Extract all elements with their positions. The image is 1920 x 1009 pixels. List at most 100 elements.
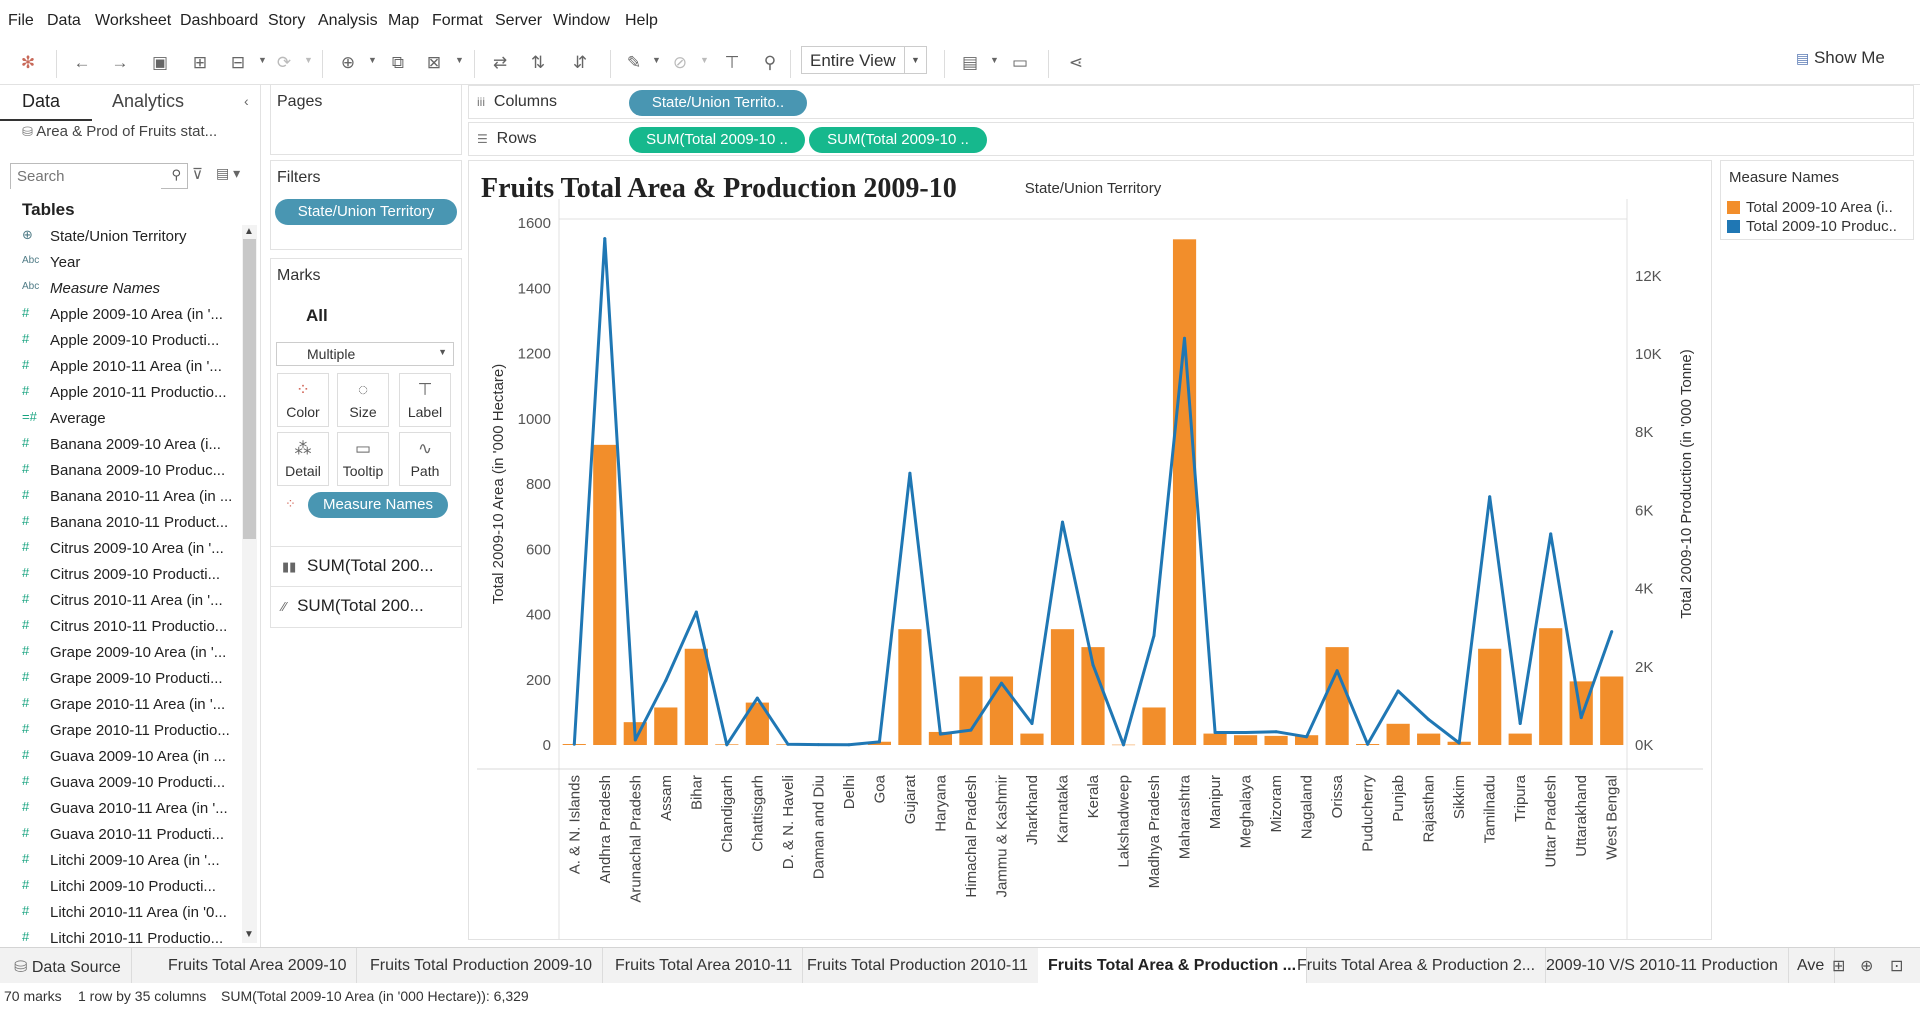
field-item[interactable]: # Guava 2010-11 Producti... — [0, 823, 240, 849]
collapse-pane-icon[interactable]: ‹ — [244, 93, 249, 109]
menu-help[interactable]: Help — [625, 12, 658, 29]
filter-pill-state[interactable]: State/Union Territory — [275, 199, 457, 225]
sort-descending-icon[interactable]: ⇵ — [572, 53, 588, 72]
menu-data[interactable]: Data — [47, 12, 81, 29]
sheet-tab[interactable]: Ave — [1787, 948, 1836, 983]
highlight-icon[interactable]: ✎ — [626, 53, 642, 72]
scrollbar-thumb[interactable] — [243, 239, 256, 539]
show-cards-icon[interactable]: ▤ — [961, 53, 979, 72]
filter-icon[interactable]: ⊽ — [192, 166, 203, 183]
data-source-tab[interactable]: ⛁ Data Source — [4, 948, 132, 983]
field-item[interactable]: # Litchi 2010-11 Productio... — [0, 927, 240, 943]
field-item[interactable]: # Citrus 2010-11 Area (in '... — [0, 589, 240, 615]
columns-pill-state[interactable]: State/Union Territo.. — [629, 90, 807, 116]
menu-window[interactable]: Window — [553, 12, 610, 29]
measure-names-pill[interactable]: Measure Names — [308, 492, 448, 518]
chevron-down-icon[interactable]: ▼ — [652, 55, 661, 65]
filters-card[interactable]: Filters State/Union Territory — [270, 160, 462, 250]
mark-type-dropdown[interactable]: Multiple ▼ — [276, 342, 454, 366]
field-item[interactable]: # Apple 2009-10 Producti... — [0, 329, 240, 355]
scroll-down-icon[interactable]: ▼ — [244, 929, 254, 940]
search-icon[interactable]: ⚲ — [171, 167, 181, 182]
field-item[interactable]: # Guava 2010-11 Area (in '... — [0, 797, 240, 823]
share-icon[interactable]: ⋖ — [1068, 53, 1084, 72]
fit-select[interactable]: Entire View ▼ — [801, 46, 927, 74]
sheet-tab[interactable]: Fruits Total Area 2010-11 — [605, 948, 804, 983]
menu-dashboard[interactable]: Dashboard — [180, 12, 259, 29]
menu-analysis[interactable]: Analysis — [318, 12, 378, 29]
field-item[interactable]: # Litchi 2009-10 Area (in '... — [0, 849, 240, 875]
duplicate-sheet-icon[interactable]: ⧉ — [391, 53, 405, 72]
marks-measure-1[interactable]: ▮▮ SUM(Total 200... — [276, 550, 456, 584]
chevron-down-icon[interactable]: ▼ — [368, 55, 377, 65]
presentation-mode-icon[interactable]: ▭ — [1011, 53, 1029, 72]
field-item[interactable]: # Banana 2010-11 Product... — [0, 511, 240, 537]
tableau-logo-icon[interactable]: ✻ — [20, 53, 36, 72]
chevron-down-icon[interactable]: ▼ — [304, 55, 313, 65]
field-item[interactable]: # Guava 2009-10 Area (in ... — [0, 745, 240, 771]
rows-pill-production[interactable]: SUM(Total 2009-10 .. — [809, 127, 987, 153]
sheet-tab[interactable]: Fruits Total Production 2010-11 — [797, 948, 1039, 983]
rows-pill-area[interactable]: SUM(Total 2009-10 .. — [629, 127, 805, 153]
tooltip-button[interactable]: ▭ Tooltip — [337, 432, 389, 486]
field-item[interactable]: # Grape 2010-11 Productio... — [0, 719, 240, 745]
clear-sheet-icon[interactable]: ⊠ — [426, 53, 442, 72]
chevron-down-icon[interactable]: ▼ — [258, 55, 267, 65]
sheet-tab[interactable]: 2009-10 V/S 2010-11 Production — [1536, 948, 1789, 983]
field-item[interactable]: # Citrus 2010-11 Productio... — [0, 615, 240, 641]
sheet-tab[interactable]: Fruits Total Production 2009-10 — [360, 948, 604, 983]
refresh-icon[interactable]: ⟳ — [276, 53, 292, 72]
scroll-up-icon[interactable]: ▲ — [244, 226, 254, 237]
save-icon[interactable]: ▣ — [151, 53, 169, 72]
color-button[interactable]: ⁘ Color — [277, 373, 329, 427]
new-worksheet-icon[interactable]: ⊕ — [1860, 958, 1874, 975]
field-item[interactable]: =# Average — [0, 407, 240, 433]
undo-icon[interactable]: ← — [73, 53, 91, 72]
menu-server[interactable]: Server — [495, 12, 543, 29]
tab-analytics[interactable]: Analytics — [112, 91, 185, 111]
pause-updates-icon[interactable]: ⊟ — [230, 53, 246, 72]
chevron-down-icon[interactable]: ▼ — [904, 47, 926, 73]
tab-data[interactable]: Data — [0, 91, 92, 121]
menu-file[interactable]: File — [8, 12, 34, 29]
label-button[interactable]: ⊤ Label — [399, 373, 451, 427]
field-item[interactable]: # Grape 2009-10 Area (in '... — [0, 641, 240, 667]
field-item[interactable]: # Grape 2009-10 Producti... — [0, 667, 240, 693]
field-item[interactable]: # Banana 2009-10 Area (i... — [0, 433, 240, 459]
search-input[interactable] — [11, 164, 161, 189]
view-options-icon[interactable]: ▤ ▾ — [216, 165, 241, 181]
menu-worksheet[interactable]: Worksheet — [95, 12, 172, 29]
group-icon[interactable]: ⊘ — [672, 53, 688, 72]
field-item[interactable]: # Litchi 2009-10 Producti... — [0, 875, 240, 901]
chevron-down-icon[interactable]: ▼ — [700, 55, 709, 65]
sheet-tab[interactable]: Fruits Total Area 2009-10 — [158, 948, 358, 983]
field-item[interactable]: # Guava 2009-10 Producti... — [0, 771, 240, 797]
pages-card[interactable]: Pages — [270, 85, 462, 155]
legend-item-area[interactable]: Total 2009-10 Area (i.. — [1727, 199, 1911, 217]
field-item[interactable]: # Apple 2009-10 Area (in '... — [0, 303, 240, 329]
new-datasource-icon[interactable]: ⊞ — [192, 53, 208, 72]
chevron-down-icon[interactable]: ▼ — [455, 55, 464, 65]
sheet-tab[interactable]: Fruits Total Area & Production 2... — [1287, 948, 1547, 983]
combo-chart[interactable]: State/Union Territory 0 200 400 600 800 1000 12… — [469, 161, 1711, 939]
show-me-button[interactable]: ▤ Show Me — [1796, 48, 1885, 70]
datasource-item[interactable]: ⛁ Area & Prod of Fruits stat... — [22, 123, 217, 140]
sheet-tab[interactable]: Fruits Total Area & Production ... — [1038, 948, 1308, 983]
show-labels-icon[interactable]: ⊤ — [724, 53, 740, 72]
field-item[interactable]: # Banana 2010-11 Area (in ... — [0, 485, 240, 511]
path-button[interactable]: ∿ Path — [399, 432, 451, 486]
marks-measure-2[interactable]: ⁄⁄ SUM(Total 200... — [276, 590, 456, 624]
redo-icon[interactable]: → — [111, 53, 129, 72]
fix-axes-icon[interactable]: ⚲ — [763, 53, 777, 72]
field-item[interactable]: # Citrus 2009-10 Area (in '... — [0, 537, 240, 563]
columns-shelf[interactable]: iii Columns State/Union Territo.. — [468, 85, 1914, 119]
field-item[interactable]: Abc Year — [0, 251, 240, 277]
marks-all-tab[interactable]: All — [306, 306, 328, 325]
new-worksheet-icon[interactable]: ⊕ — [340, 53, 356, 72]
menu-format[interactable]: Format — [432, 12, 483, 29]
field-item[interactable]: # Citrus 2009-10 Producti... — [0, 563, 240, 589]
chevron-down-icon[interactable]: ▼ — [438, 347, 447, 357]
detail-button[interactable]: ⁂ Detail — [277, 432, 329, 486]
legend-item-production[interactable]: Total 2009-10 Produc.. — [1727, 218, 1911, 236]
size-button[interactable]: ◌ Size — [337, 373, 389, 427]
